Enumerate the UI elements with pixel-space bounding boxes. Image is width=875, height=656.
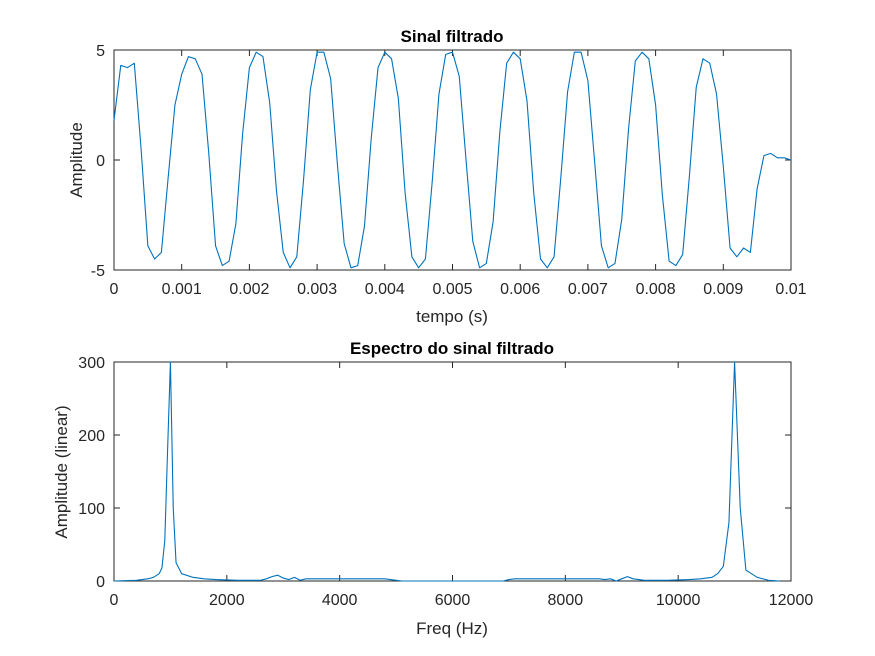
spectrum-xtick-label: 6000 — [435, 592, 471, 609]
signal-ytick-label: 0 — [96, 153, 105, 170]
spectrum-series-line — [113, 361, 780, 582]
signal-xtick-label: 0.001 — [162, 281, 202, 298]
signal-axes-box — [113, 49, 792, 271]
signal-ylabel: Amplitude — [67, 122, 86, 198]
spectrum-xtick-label: 4000 — [322, 592, 358, 609]
signal-xtick-label: 0 — [110, 281, 119, 298]
subplot-spectrum: 0 2000 4000 6000 8000 10000 12000 0 100 200 300 Es… — [52, 339, 813, 638]
spectrum-xtick-label: 2000 — [209, 592, 245, 609]
signal-xtick-label: 0.008 — [636, 281, 676, 298]
subplot-signal: 0 0.001 0.002 0.003 0.004 0.005 0.006 0.007 0.00… — [67, 27, 807, 326]
spectrum-ytick-label: 200 — [78, 428, 105, 445]
signal-xtick-label: 0.005 — [432, 281, 472, 298]
signal-title: Sinal filtrado — [401, 27, 504, 46]
spectrum-xtick-label: 0 — [110, 592, 119, 609]
signal-series-line — [113, 51, 792, 269]
spectrum-xtick-label: 12000 — [769, 592, 814, 609]
spectrum-xlabel: Freq (Hz) — [416, 619, 488, 638]
signal-xlabel: tempo (s) — [416, 307, 488, 326]
spectrum-title: Espectro do sinal filtrado — [350, 339, 554, 358]
signal-xtick-label: 0.009 — [703, 281, 743, 298]
spectrum-ytick-label: 100 — [78, 501, 105, 518]
spectrum-axes-box — [113, 361, 792, 582]
signal-xtick-label: 0.002 — [229, 281, 269, 298]
spectrum-ytick-label: 0 — [96, 574, 105, 591]
spectrum-ytick-label: 300 — [78, 355, 105, 372]
signal-ticks: 0 0.001 0.002 0.003 0.004 0.005 0.006 0.007 0.00… — [91, 43, 807, 298]
signal-xtick-label: 0.01 — [775, 281, 806, 298]
signal-xtick-label: 0.007 — [568, 281, 608, 298]
spectrum-xtick-label: 8000 — [548, 592, 584, 609]
signal-ytick-label: -5 — [91, 263, 105, 280]
signal-ytick-label: 5 — [96, 43, 105, 60]
spectrum-ticks: 0 2000 4000 6000 8000 10000 12000 0 100 200 300 — [78, 355, 813, 609]
signal-xtick-label: 0.006 — [500, 281, 540, 298]
signal-xtick-label: 0.003 — [297, 281, 337, 298]
signal-xtick-label: 0.004 — [365, 281, 405, 298]
spectrum-xtick-label: 10000 — [656, 592, 701, 609]
spectrum-ylabel: Amplitude (linear) — [52, 405, 71, 538]
